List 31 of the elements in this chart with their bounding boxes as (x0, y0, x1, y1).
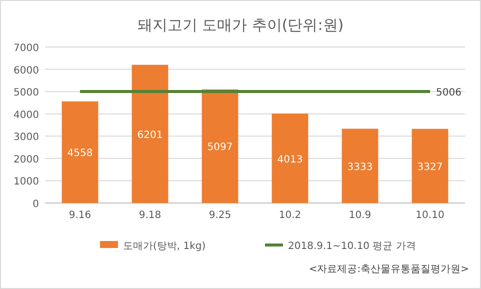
data-label: 3327 (417, 162, 443, 173)
y-tick-label: 1000 (14, 176, 39, 188)
data-label: 3333 (347, 162, 373, 173)
bar (62, 101, 98, 203)
bar (272, 114, 308, 203)
y-tick-label: 0 (32, 199, 39, 210)
y-tick-label: 3000 (14, 132, 39, 144)
data-label: 4013 (277, 154, 303, 166)
x-tick-label: 9.25 (208, 210, 232, 221)
chart-title: 돼지고기 도매가 추이(단위:원) (137, 16, 344, 34)
legend-label: 2018.9.1~10.10 평균 가격 (288, 241, 416, 252)
data-label: 4558 (67, 148, 93, 160)
y-tick-label: 6000 (14, 65, 39, 76)
y-tick-label: 5000 (14, 88, 39, 99)
bar (412, 128, 448, 203)
data-label: 6201 (137, 130, 163, 141)
data-label: 5006 (436, 87, 462, 98)
x-tick-label: 10.2 (278, 210, 302, 221)
bar (202, 89, 238, 203)
bar (132, 64, 168, 203)
legend-label: 도매가(탕박, 1kg) (123, 241, 206, 252)
y-tick-label: 4000 (14, 110, 39, 121)
y-tick-label: 2000 (14, 154, 39, 166)
data-label: 5097 (207, 142, 233, 154)
text: <자료제공:축산물유통품질평가원> (308, 264, 469, 275)
x-tick-label: 9.18 (138, 210, 162, 221)
y-tick-label: 7000 (14, 43, 39, 54)
x-tick-label: 9.16 (68, 210, 92, 221)
bar (342, 128, 378, 203)
x-tick-label: 10.10 (416, 210, 444, 221)
x-tick-label: 10.9 (348, 210, 372, 221)
